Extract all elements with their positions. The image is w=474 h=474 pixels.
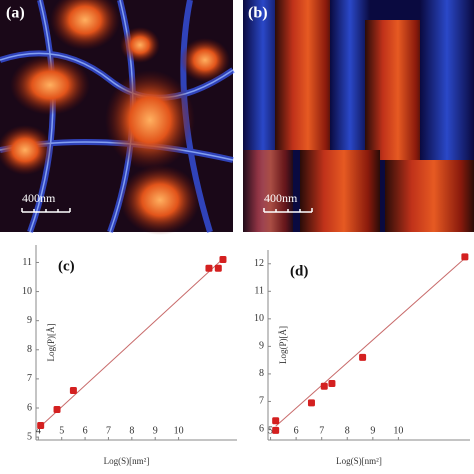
point bbox=[53, 405, 61, 413]
point bbox=[461, 253, 469, 261]
point bbox=[214, 264, 222, 272]
point bbox=[37, 421, 45, 429]
x-axis-title: Log(S)[nm²] bbox=[336, 456, 382, 466]
scale-bar-label: 400nm bbox=[264, 191, 298, 205]
point bbox=[219, 256, 227, 264]
afm-image-b bbox=[243, 0, 474, 232]
y-axis-title: Log(P)[Å] bbox=[278, 326, 288, 364]
point bbox=[320, 382, 328, 390]
y-tick-label: 6 bbox=[27, 402, 32, 413]
scale-bar-label: 400nm bbox=[22, 191, 56, 205]
x-tick-label: 6 bbox=[294, 425, 299, 436]
panel-label: (d) bbox=[290, 263, 308, 279]
y-tick-label: 8 bbox=[27, 344, 32, 355]
y-tick-label: 12 bbox=[254, 258, 264, 269]
panel-label: (c) bbox=[58, 258, 75, 274]
afm-image-a bbox=[0, 0, 235, 235]
x-tick-label: 9 bbox=[370, 425, 375, 436]
y-tick-label: 9 bbox=[259, 341, 264, 352]
point bbox=[307, 399, 315, 407]
y-tick-label: 9 bbox=[27, 315, 32, 326]
x-tick-label: 7 bbox=[319, 425, 324, 436]
point bbox=[328, 380, 336, 388]
x-tick-label: 4 bbox=[36, 425, 41, 436]
y-tick-label: 5 bbox=[27, 431, 32, 442]
point bbox=[205, 264, 213, 272]
fit-line bbox=[37, 256, 226, 429]
y-tick-label: 6 bbox=[259, 423, 264, 434]
scale-bar bbox=[21, 208, 71, 213]
x-tick-label: 10 bbox=[174, 425, 184, 436]
x-tick-label: 6 bbox=[83, 425, 88, 436]
y-tick-label: 11 bbox=[22, 257, 32, 268]
point bbox=[359, 353, 367, 361]
y-tick-label: 10 bbox=[22, 286, 32, 297]
point bbox=[69, 387, 77, 395]
y-axis-title: Log(P)[Å] bbox=[46, 324, 56, 362]
x-tick-label: 8 bbox=[345, 425, 350, 436]
point bbox=[272, 426, 280, 434]
x-tick-label: 10 bbox=[393, 425, 403, 436]
x-tick-label: 8 bbox=[129, 425, 134, 436]
x-tick-label: 5 bbox=[59, 425, 64, 436]
x-tick-label: 9 bbox=[153, 425, 158, 436]
y-tick-label: 11 bbox=[254, 286, 264, 297]
x-tick-label: 5 bbox=[268, 425, 273, 436]
fit-line bbox=[275, 257, 466, 427]
y-tick-label: 10 bbox=[254, 313, 264, 324]
point bbox=[272, 417, 280, 425]
scale-bar bbox=[263, 208, 313, 213]
x-tick-label: 7 bbox=[106, 425, 111, 436]
y-tick-label: 8 bbox=[259, 368, 264, 379]
y-tick-label: 7 bbox=[259, 396, 264, 407]
image-label: (b) bbox=[248, 5, 268, 22]
image-label: (a) bbox=[6, 5, 25, 22]
y-tick-label: 7 bbox=[27, 373, 32, 384]
x-axis-title: Log(S)[nm²] bbox=[104, 456, 150, 466]
